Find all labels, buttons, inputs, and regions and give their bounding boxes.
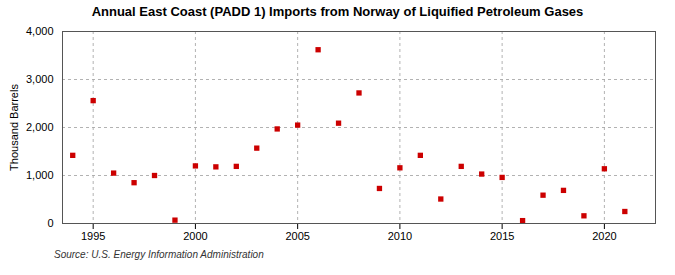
svg-text:2010: 2010 (388, 230, 412, 242)
html-text:Source: U.S. Energy Informatio: Source: U.S. Energy Information Administ… (54, 249, 264, 260)
svg-text:2020: 2020 (592, 230, 616, 242)
svg-text:2005: 2005 (285, 230, 309, 242)
html-text:Annual East Coast (PADD 1) Imp: Annual East Coast (PADD 1) Imports from … (91, 4, 584, 19)
svg-text:1995: 1995 (81, 230, 105, 242)
svg-text:2,000: 2,000 (26, 121, 54, 133)
svg-text:4,000: 4,000 (26, 25, 54, 37)
svg-text:2000: 2000 (183, 230, 207, 242)
svg-text:2015: 2015 (490, 230, 514, 242)
svg-text:0: 0 (47, 217, 53, 229)
svg-text:1,000: 1,000 (26, 169, 54, 181)
svg-text:3,000: 3,000 (26, 73, 54, 85)
svg-text:Thousand Barrels: Thousand Barrels (8, 84, 20, 171)
